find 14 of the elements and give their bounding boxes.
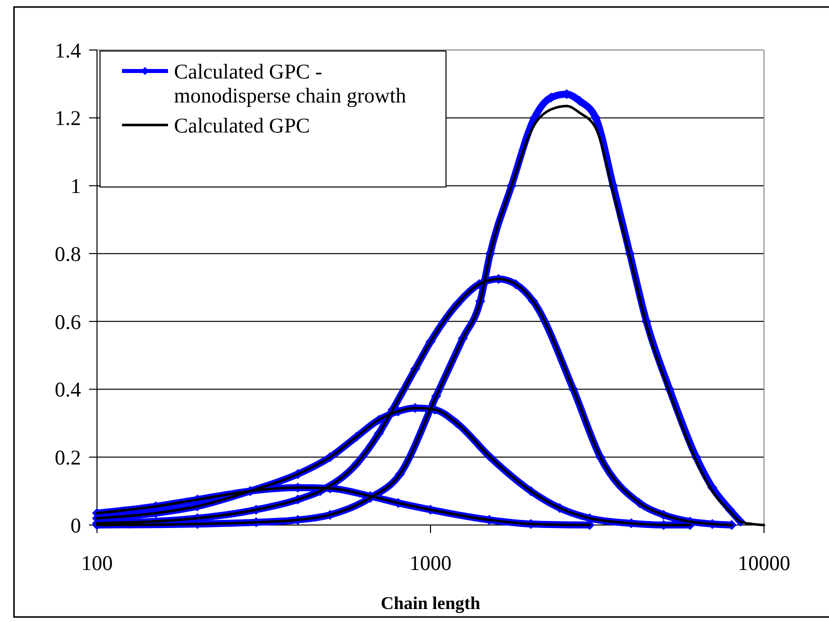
- y-tick-label: 0: [70, 513, 81, 538]
- legend-label: Calculated GPC: [174, 113, 310, 138]
- y-tick-label: 0.8: [54, 242, 81, 266]
- x-axis-title: Chain length: [380, 593, 480, 613]
- legend-label: Calculated GPC - monodisperse chain growth: [174, 59, 407, 108]
- y-tick-label: 1: [70, 174, 81, 198]
- x-tick-label: 100: [81, 551, 113, 575]
- x-tick-label: 10000: [738, 551, 790, 575]
- y-tick-label: 0.4: [54, 378, 82, 402]
- y-tick-label: 1.2: [54, 106, 81, 130]
- x-tick-label: 1000: [410, 551, 452, 575]
- y-tick-label: 1.4: [54, 38, 82, 62]
- y-tick-label: 0.6: [54, 310, 81, 334]
- y-tick-label: 0.2: [54, 445, 81, 470]
